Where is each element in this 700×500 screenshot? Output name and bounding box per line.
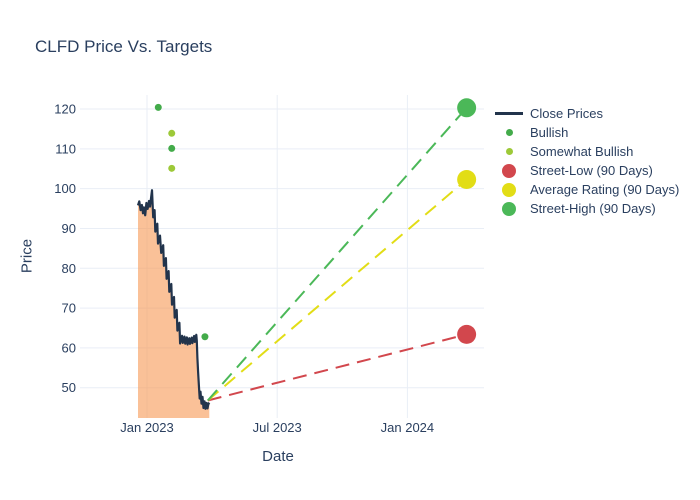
- legend-item-street-high[interactable]: Street-High (90 Days): [495, 199, 679, 218]
- legend-label: Close Prices: [530, 106, 603, 121]
- close-prices-legend-line-icon: [495, 112, 523, 115]
- x-axis-title: Date: [262, 448, 294, 465]
- legend-label: Average Rating (90 Days): [530, 182, 680, 197]
- average-rating-legend-dot-icon: [495, 182, 523, 197]
- svg-text:100: 100: [54, 181, 76, 196]
- street-low-line: [207, 333, 467, 402]
- legend-item-average-rating[interactable]: Average Rating (90 Days): [495, 180, 679, 199]
- legend-item-bullish[interactable]: Bullish: [495, 123, 679, 142]
- legend: Close Prices Bullish Somewhat Bullish Stree…: [495, 104, 679, 218]
- svg-text:80: 80: [62, 261, 76, 276]
- average-rating-line: [207, 178, 468, 402]
- bullish-markers: [154, 103, 209, 341]
- svg-text:90: 90: [62, 221, 76, 236]
- svg-text:70: 70: [62, 301, 76, 316]
- svg-text:120: 120: [54, 102, 76, 117]
- svg-text:110: 110: [55, 141, 76, 156]
- svg-text:Jan 2024: Jan 2024: [381, 420, 435, 435]
- street-low-legend-dot-icon: [495, 163, 523, 178]
- svg-text:50: 50: [62, 380, 76, 395]
- y-axis-title: Price: [18, 238, 36, 274]
- legend-label: Street-High (90 Days): [530, 201, 656, 216]
- svg-text:60: 60: [62, 340, 76, 355]
- bullish-legend-dot-icon: [495, 129, 523, 136]
- legend-label: Bullish: [530, 125, 569, 140]
- legend-item-street-low[interactable]: Street-Low (90 Days): [495, 161, 679, 180]
- average-rating-marker: [457, 169, 477, 189]
- legend-label: Street-Low (90 Days): [530, 163, 653, 178]
- street-high-line: [207, 107, 468, 402]
- legend-label: Somewhat Bullish: [530, 144, 634, 159]
- street-low-marker: [457, 324, 477, 344]
- close-price-line: [136, 189, 211, 410]
- chart-title: CLFD Price Vs. Targets: [35, 37, 213, 56]
- street-high-legend-dot-icon: [495, 201, 523, 216]
- svg-text:Jul 2023: Jul 2023: [253, 420, 302, 435]
- svg-text:Jan 2023: Jan 2023: [120, 420, 174, 435]
- somewhat-bullish-legend-dot-icon: [495, 148, 523, 155]
- street-high-marker: [457, 98, 477, 118]
- somewhat-bullish-markers: [168, 129, 176, 172]
- x-tick-labels: Jan 2023 Jul 2023 Jan 2024: [120, 420, 434, 435]
- legend-item-close-prices[interactable]: Close Prices: [495, 104, 679, 123]
- legend-item-somewhat-bullish[interactable]: Somewhat Bullish: [495, 142, 679, 161]
- y-tick-labels: 50 60 70 80 90 100 110 120: [54, 102, 76, 396]
